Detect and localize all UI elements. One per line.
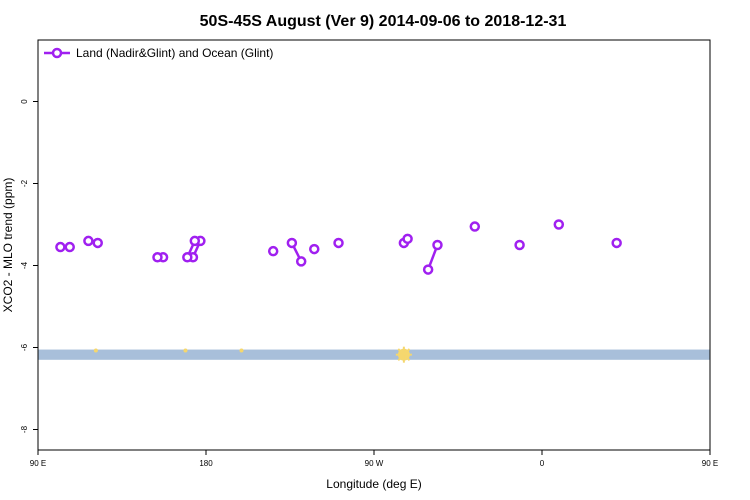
data-point bbox=[514, 239, 525, 251]
band-marker bbox=[93, 348, 98, 353]
y-tick-label: -4 bbox=[20, 261, 29, 269]
data-point bbox=[295, 256, 307, 267]
data-point bbox=[92, 237, 103, 249]
data-point bbox=[182, 252, 193, 263]
reference-band bbox=[38, 349, 710, 360]
band-marker-ray bbox=[403, 348, 411, 356]
y-tick-label: -2 bbox=[20, 179, 29, 187]
x-tick-label: 90 W bbox=[365, 459, 384, 468]
reference-band-layer bbox=[38, 349, 710, 360]
band-marker-layer bbox=[93, 346, 412, 363]
data-point bbox=[333, 237, 344, 249]
data-point bbox=[309, 243, 320, 255]
data-point bbox=[432, 239, 443, 251]
data-point bbox=[152, 252, 163, 263]
data-point bbox=[55, 241, 66, 253]
legend-point-marker bbox=[51, 47, 63, 59]
y-tick-label: 0 bbox=[20, 99, 29, 104]
legend-entry-label: Land (Nadir&Glint) and Ocean (Glint) bbox=[76, 46, 273, 60]
legend: Land (Nadir&Glint) and Ocean (Glint) bbox=[44, 46, 273, 60]
data-point bbox=[189, 235, 201, 247]
data-point bbox=[553, 219, 565, 230]
x-tick-label: 0 bbox=[540, 459, 545, 468]
y-axis-label: XCO2 - MLO trend (ppm) bbox=[1, 178, 15, 313]
data-point bbox=[64, 241, 75, 253]
x-tick-label: 90 E bbox=[702, 459, 718, 468]
y-tick-label: -8 bbox=[20, 425, 29, 433]
data-point bbox=[422, 264, 434, 275]
x-tick-label: 90 E bbox=[30, 459, 46, 468]
data-point bbox=[402, 233, 413, 245]
axis-layer: 90 E 180 90 W 0 90 E 0 -2 -4 -6 -8 bbox=[20, 99, 718, 468]
series-layer bbox=[55, 219, 622, 275]
x-tick-label: 180 bbox=[199, 459, 213, 468]
x-axis-label: Longitude (deg E) bbox=[326, 477, 421, 491]
data-point bbox=[267, 245, 279, 257]
data-point bbox=[286, 237, 298, 249]
chart-title: 50S-45S August (Ver 9) 2014-09-06 to 201… bbox=[200, 13, 567, 30]
band-marker bbox=[183, 348, 188, 353]
band-marker bbox=[239, 348, 244, 353]
data-point bbox=[611, 237, 622, 249]
data-point bbox=[469, 221, 481, 232]
y-tick-label: -6 bbox=[20, 343, 29, 351]
data-point bbox=[83, 235, 94, 247]
plot-frame bbox=[37, 39, 711, 451]
